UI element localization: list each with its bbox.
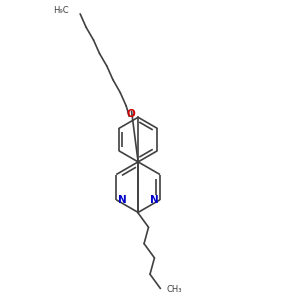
Text: N: N [150, 195, 158, 205]
Text: O: O [126, 109, 135, 119]
Text: CH₃: CH₃ [167, 286, 182, 295]
Text: H₉C: H₉C [53, 6, 69, 15]
Text: N: N [118, 195, 127, 205]
